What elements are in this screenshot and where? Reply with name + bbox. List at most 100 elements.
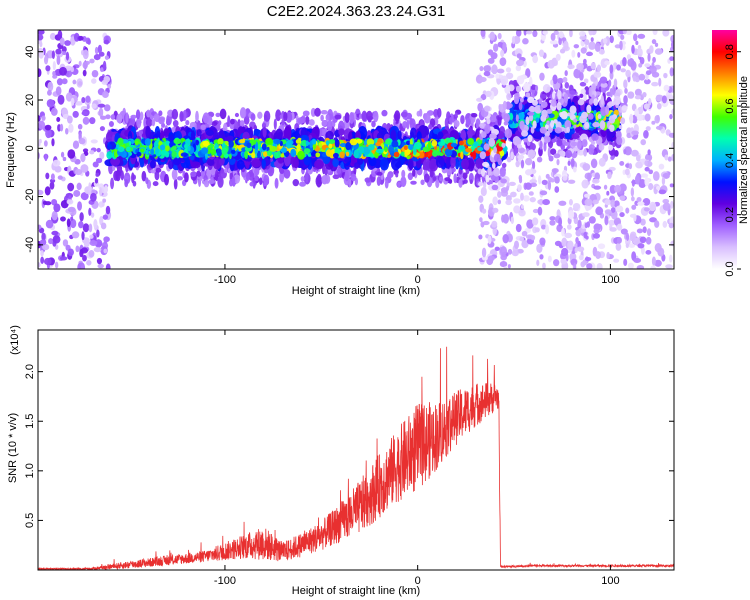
heatmap-cell bbox=[79, 212, 84, 222]
heatmap-cell bbox=[66, 218, 71, 228]
heatmap-cell bbox=[477, 147, 484, 152]
heatmap-cell bbox=[70, 216, 74, 221]
heatmap-cell bbox=[513, 96, 520, 105]
heatmap-cell bbox=[431, 140, 438, 147]
heatmap-cell bbox=[104, 185, 108, 193]
heatmap-cell bbox=[67, 248, 74, 257]
heatmap-cell bbox=[195, 110, 199, 123]
heatmap-cell bbox=[652, 171, 660, 182]
heatmap-cell bbox=[38, 189, 44, 196]
heatmap-cell bbox=[476, 97, 483, 102]
heatmap-cell bbox=[461, 158, 469, 170]
heatmap-cell bbox=[217, 120, 222, 126]
heatmap-cell bbox=[203, 179, 210, 188]
heatmap-cell bbox=[584, 39, 590, 46]
heatmap-cell bbox=[40, 249, 44, 257]
heatmap-cell bbox=[321, 175, 329, 185]
heatmap-cell bbox=[65, 128, 69, 135]
heatmap-cell bbox=[102, 198, 107, 203]
heatmap-cell bbox=[573, 44, 580, 49]
heatmap-cell bbox=[59, 66, 67, 76]
heatmap-cell bbox=[57, 94, 65, 105]
heatmap-cell bbox=[491, 184, 499, 191]
heatmap-cell bbox=[51, 210, 58, 221]
heatmap-cell bbox=[458, 178, 463, 188]
heatmap-cell bbox=[103, 248, 108, 254]
heatmap-cell bbox=[478, 181, 484, 187]
heatmap-cell bbox=[573, 124, 577, 129]
heatmap-cell bbox=[460, 114, 465, 125]
heatmap-cell bbox=[542, 84, 551, 93]
heatmap-cell bbox=[88, 223, 93, 233]
heatmap-cell bbox=[480, 168, 485, 177]
heatmap-cell bbox=[379, 158, 390, 171]
heatmap-cell bbox=[596, 262, 603, 269]
heatmap-cell bbox=[566, 126, 570, 134]
heatmap-cell bbox=[423, 112, 431, 124]
heatmap-cell bbox=[615, 205, 624, 213]
heatmap-cell bbox=[497, 115, 502, 126]
heatmap-cell bbox=[500, 187, 509, 193]
heatmap-cell bbox=[595, 206, 604, 216]
heatmap-cell bbox=[597, 243, 606, 250]
heatmap-cell bbox=[454, 112, 458, 118]
heatmap-cell bbox=[105, 205, 111, 215]
heatmap-cell bbox=[528, 191, 534, 196]
heatmap-cell bbox=[184, 172, 189, 183]
heatmap-cell bbox=[587, 113, 594, 120]
heatmap-cell bbox=[228, 140, 234, 148]
heatmap-cell bbox=[155, 167, 162, 173]
heatmap-cell bbox=[86, 104, 90, 110]
heatmap-cell bbox=[70, 66, 75, 73]
heatmap-cell bbox=[539, 72, 545, 81]
heatmap-cell bbox=[321, 119, 328, 127]
heatmap-cell bbox=[610, 155, 615, 160]
heatmap-cell bbox=[538, 175, 542, 185]
heatmap-cell bbox=[625, 69, 631, 78]
heatmap-cell bbox=[308, 119, 315, 126]
heatmap-cell bbox=[182, 109, 187, 122]
heatmap-cell bbox=[562, 141, 570, 146]
heatmap-cell bbox=[334, 114, 342, 120]
heatmap-cell bbox=[631, 204, 637, 210]
heatmap-cell bbox=[202, 140, 210, 147]
heatmap-cell bbox=[597, 113, 602, 120]
heatmap-cell bbox=[487, 166, 492, 176]
heatmap-cell bbox=[646, 228, 652, 236]
heatmap-cell bbox=[305, 140, 309, 147]
heatmap-cell bbox=[400, 111, 408, 118]
heatmap-cell bbox=[644, 63, 651, 68]
heatmap-cell bbox=[345, 141, 352, 151]
heatmap-cell bbox=[80, 164, 89, 173]
heatmap-cell bbox=[506, 156, 512, 163]
heatmap-cell bbox=[628, 243, 636, 248]
heatmap-cell bbox=[56, 78, 63, 86]
heatmap-cell bbox=[609, 124, 615, 133]
heatmap-cell bbox=[299, 181, 306, 187]
heatmap-cell bbox=[593, 185, 602, 190]
heatmap-cell bbox=[647, 53, 651, 62]
heatmap-cell bbox=[66, 199, 74, 205]
heatmap-cell bbox=[384, 138, 391, 145]
heatmap-cell bbox=[124, 179, 129, 188]
heatmap-cell bbox=[358, 146, 365, 154]
heatmap-cell bbox=[491, 220, 498, 228]
heatmap-cell bbox=[50, 107, 58, 116]
heatmap-cell bbox=[572, 166, 577, 173]
heatmap-cell bbox=[638, 63, 643, 68]
heatmap-cell bbox=[420, 179, 425, 186]
heatmap-cell bbox=[542, 30, 549, 36]
heatmap-cell bbox=[384, 146, 388, 153]
heatmap-cell bbox=[450, 142, 458, 148]
heatmap-cell bbox=[241, 152, 245, 159]
heatmap-cell bbox=[376, 171, 383, 176]
heatmap-cell bbox=[527, 111, 535, 116]
heatmap-cell bbox=[652, 56, 656, 63]
heatmap-cell bbox=[492, 196, 498, 206]
heatmap-cell bbox=[395, 172, 399, 178]
heatmap-cell bbox=[619, 212, 625, 218]
heatmap-cell bbox=[431, 150, 438, 157]
heatmap-cell bbox=[336, 167, 342, 175]
heatmap-cell bbox=[619, 40, 623, 51]
heatmap-cell bbox=[668, 222, 674, 229]
